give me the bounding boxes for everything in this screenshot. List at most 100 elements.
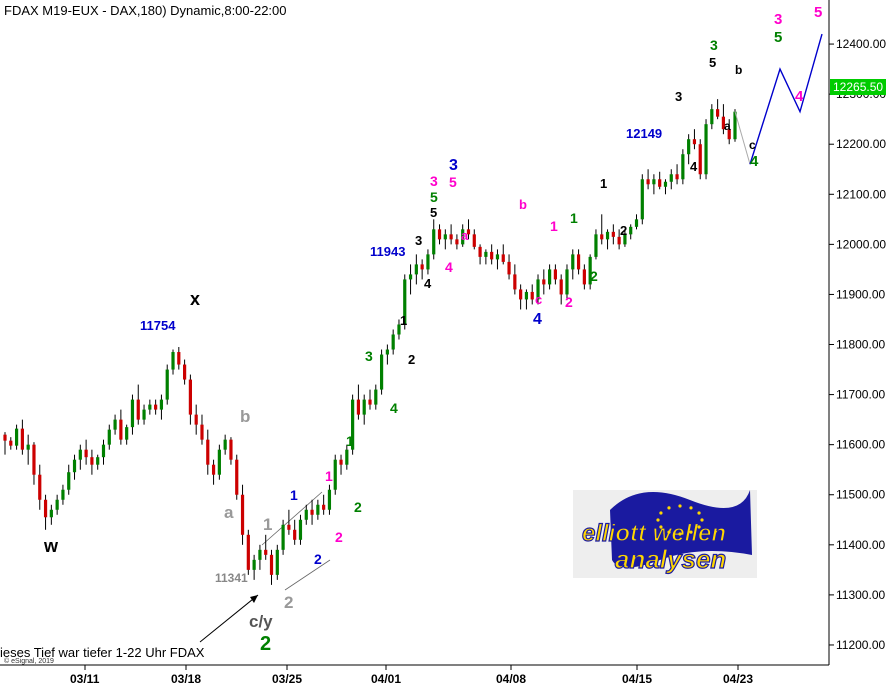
candle-body: [403, 279, 407, 325]
candle-body: [594, 234, 598, 257]
candle-body: [408, 274, 413, 280]
wave-2-magenta-high: 2: [565, 294, 573, 310]
wave-5-black-high: 5: [709, 55, 716, 70]
candle-body: [553, 269, 557, 280]
candle-body: [530, 291, 534, 300]
candle-body: [362, 399, 366, 415]
wave-2-gray: 2: [284, 593, 293, 612]
price-note-11754: 11754: [140, 318, 176, 333]
candle-body: [437, 229, 442, 240]
candle-body: [32, 444, 36, 475]
footnote-text: ieses Tief war tiefer 1-22 Uhr FDAX: [0, 645, 205, 660]
star-icon: [659, 511, 663, 515]
candle-body: [548, 269, 552, 285]
candle-body: [698, 144, 702, 175]
wave-1-black-mid: 1: [400, 313, 407, 328]
candle-body: [322, 504, 326, 510]
candle-body: [461, 229, 465, 245]
y-tick-label: 11800.00: [836, 338, 885, 352]
candle-body: [629, 226, 633, 235]
last-price-label: 12265.50: [833, 80, 883, 94]
note-arrow-line: [199, 594, 259, 643]
candle-body: [38, 474, 42, 500]
candle-body: [490, 251, 494, 260]
last-price-box: [830, 79, 886, 95]
y-tick-label: 12000.00: [836, 237, 886, 251]
candle-body: [710, 109, 714, 125]
wave-x: x: [190, 289, 200, 309]
wave-4-green-proj: 4: [750, 153, 759, 170]
wave-2-green-high: 2: [590, 268, 598, 284]
candle-body: [229, 439, 233, 460]
candle-body: [125, 427, 129, 440]
candle-body: [501, 254, 505, 262]
y-tick-label: 12400.00: [836, 37, 886, 51]
candle-body: [281, 524, 285, 550]
wave-a-black: a: [724, 119, 731, 133]
wave-5-magenta-mid: 5: [449, 174, 457, 190]
y-tick-label: 11200.00: [836, 638, 885, 652]
channel-lower-line: [284, 559, 331, 591]
y-tick-label: 12100.00: [836, 187, 886, 201]
candle-body: [78, 449, 82, 460]
candle-body: [269, 554, 274, 575]
candle-body: [165, 369, 169, 400]
star-icon: [689, 506, 693, 510]
wave-a-magenta: a: [461, 228, 469, 243]
wave-1-green-low: 1: [346, 433, 354, 449]
candle-body: [669, 174, 673, 182]
candle-body: [513, 274, 517, 290]
candle-body: [275, 549, 279, 575]
wave-1-green-high: 1: [570, 210, 578, 226]
candle-body: [449, 234, 453, 240]
x-tick-label: 04/01: [371, 672, 401, 686]
candle-body: [576, 254, 581, 270]
candle-body: [443, 234, 447, 240]
x-tick-label: 04/15: [622, 672, 652, 686]
y-axis-ticks: 11200.00 11300.00 11400.00 11500.00 11600.00…: [829, 37, 886, 652]
candle-body: [293, 529, 297, 540]
x-tick-label: 03/11: [70, 672, 100, 686]
candle-body: [374, 389, 378, 405]
candle-body: [687, 139, 691, 155]
candle-body: [72, 459, 77, 473]
candle-body: [223, 439, 227, 450]
logo-text-line1: elliott wellen: [582, 520, 726, 547]
candle-body: [107, 429, 111, 445]
x-tick-label: 03/18: [171, 672, 201, 686]
candle-body: [519, 289, 523, 300]
wave-2-magenta-low: 2: [335, 529, 343, 545]
candle-body: [611, 231, 615, 237]
candle-body: [333, 459, 337, 490]
eu-flag-icon: [610, 490, 752, 568]
candle-body: [3, 434, 7, 441]
candle-body: [43, 499, 48, 518]
candle-body: [692, 139, 697, 145]
candle-body: [339, 459, 343, 465]
candle-body: [623, 234, 627, 245]
candle-body: [559, 279, 563, 295]
candle-body: [472, 234, 476, 247]
candle-body: [113, 419, 117, 430]
star-icon: [667, 530, 671, 534]
note-arrow-head-icon: [250, 595, 258, 603]
price-note-11943: 11943: [370, 244, 405, 259]
wave-b-gray: b: [240, 407, 250, 426]
candle-body: [646, 179, 650, 185]
candle-body: [704, 124, 708, 175]
wave-3-black-mid: 3: [415, 233, 422, 248]
star-icon: [656, 518, 660, 522]
candle-body: [466, 229, 471, 235]
candle-body: [211, 464, 216, 475]
candle-body: [420, 264, 424, 270]
candle-body: [142, 409, 146, 420]
candle-body: [235, 459, 239, 495]
wave-c-magenta: c: [535, 292, 542, 307]
candle-body: [484, 251, 488, 257]
candle-body: [675, 174, 679, 180]
wave-2-blue-low: 2: [314, 551, 322, 567]
wave-4-magenta-mid: 4: [445, 259, 453, 275]
candle-body: [316, 504, 320, 515]
logo-text-line2: analysen: [615, 544, 726, 574]
